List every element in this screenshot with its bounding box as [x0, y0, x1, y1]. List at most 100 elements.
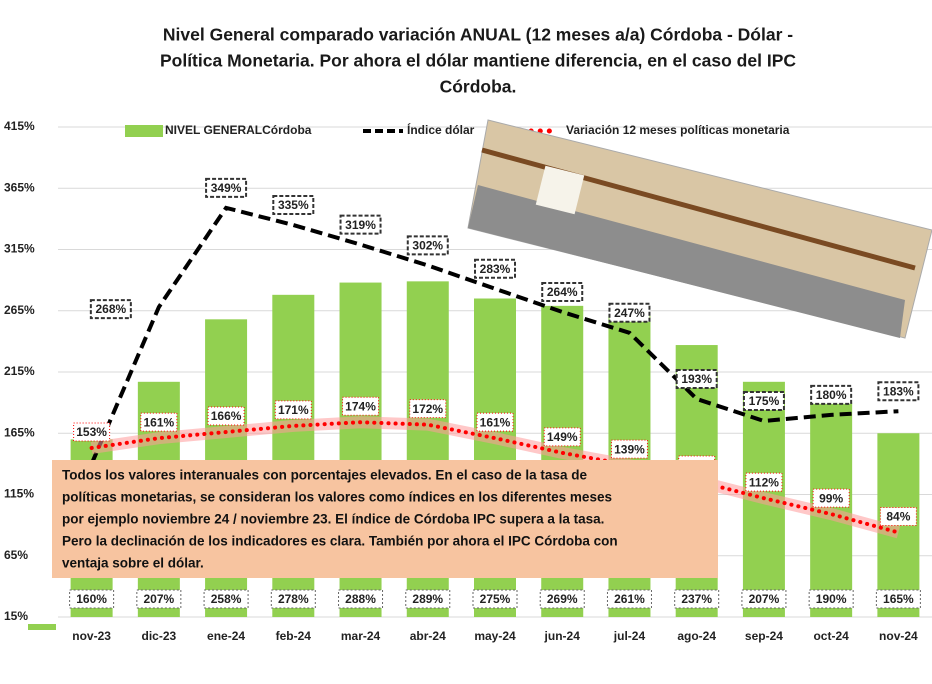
rate-value-label-box [543, 427, 581, 447]
dollar-value-label-box [205, 177, 248, 198]
bar-value-label-box [875, 589, 921, 609]
x-tick-label: sep-24 [745, 629, 783, 643]
rate-value-label-box [207, 406, 245, 426]
dollar-value-label-box [474, 258, 516, 279]
dollar-value-label-box [89, 299, 132, 320]
bar-value-label-box [405, 589, 451, 609]
dollar-value-label-box [406, 235, 449, 256]
rate-value-label: 112% [749, 475, 779, 489]
rate-value-label-box [812, 488, 850, 508]
bar-value-label-box [270, 589, 316, 609]
bar-value-label-box [808, 589, 854, 609]
annotation-line: Todos los valores interanuales con porce… [62, 468, 587, 483]
rate-value-label: 166% [211, 409, 242, 423]
x-tick-label: nov-23 [72, 629, 111, 643]
dollar-value-label: 319% [345, 218, 376, 232]
rate-value-label-box [879, 506, 917, 526]
y-tick-label: 165% [4, 425, 35, 439]
x-tick-label: oct-24 [813, 629, 849, 643]
x-tick-label: abr-24 [410, 629, 446, 643]
x-tick-label: nov-24 [879, 629, 918, 643]
bar-value-label: 190% [816, 592, 847, 606]
dollar-value-label: 268% [95, 302, 126, 316]
bar-value-label: 160% [76, 592, 107, 606]
bar-value-label-box [606, 589, 652, 609]
dollar-value-label: 302% [412, 239, 443, 253]
legend: NIVEL GENERALCórdoba Índice dólar Variació… [125, 122, 790, 137]
rate-value-label-box [409, 399, 447, 419]
bar-value-label: 207% [749, 592, 780, 606]
x-tick-label: dic-23 [142, 629, 177, 643]
bar-value-label-box [472, 589, 518, 609]
x-tick-label: ago-24 [677, 629, 716, 643]
bar-value-label-box [674, 589, 720, 609]
y-tick-label: 415% [4, 119, 35, 133]
y-tick-label: 315% [4, 242, 35, 256]
y-tick-label: 65% [4, 548, 28, 562]
bar-value-label-box [69, 589, 115, 609]
rate-value-label: 139% [614, 442, 645, 456]
dollar-value-label-box [608, 302, 651, 323]
chart-title: Nivel General comparado variación ANUAL … [163, 25, 793, 45]
dollar-value-label: 183% [883, 384, 914, 398]
x-tick-label: jun-24 [544, 629, 581, 643]
rate-value-label: 171% [278, 403, 309, 417]
x-tick-label: jul-24 [613, 629, 646, 643]
dollar-value-label: 283% [480, 262, 511, 276]
annotation-line: políticas monetarias, se consideran los … [62, 490, 612, 505]
chart-title: Política Monetaria. Por ahora el dólar m… [160, 51, 796, 71]
bar-value-label-box [539, 589, 585, 609]
dollar-value-label: 335% [278, 198, 309, 212]
line [89, 420, 901, 535]
annotation-line: Pero la declinación de los indicadores e… [62, 534, 618, 549]
legend-swatch [125, 125, 163, 137]
rate-value-label-box [476, 412, 514, 432]
legend-label: NIVEL GENERALCórdoba [165, 123, 312, 137]
bar-value-label: 288% [345, 592, 376, 606]
dollar-value-label: 247% [614, 306, 645, 320]
dollar-value-label-box [541, 281, 584, 302]
rate-value-label-box [745, 472, 783, 492]
dollar-value-label: 193% [681, 372, 712, 386]
bar-value-label: 237% [681, 592, 712, 606]
chart-title: Córdoba. [440, 77, 517, 97]
dollar-value-label: 264% [547, 285, 578, 299]
x-tick-label: mar-24 [341, 629, 381, 643]
x-tick-label: ene-24 [207, 629, 245, 643]
dollar-value-label: 175% [749, 394, 780, 408]
dollar-value-label-box [339, 214, 382, 235]
bar-value-label: 261% [614, 592, 645, 606]
bar-value-label: 278% [278, 592, 309, 606]
dollar-value-label-box [877, 381, 920, 402]
y-tick-label: 215% [4, 364, 35, 378]
bar-value-label-box [338, 589, 384, 609]
legend-label: Variación 12 meses políticas monetaria [566, 123, 790, 137]
rate-value-label-box [73, 422, 111, 442]
annotation-line: ventaja sobre el dólar. [62, 556, 204, 571]
y-tick-label: 265% [4, 303, 35, 317]
dollar-value-label-box [675, 368, 718, 389]
rate-value-label: 149% [547, 430, 578, 444]
rate-value-label: 172% [412, 402, 443, 416]
x-tick-label: may-24 [474, 629, 516, 643]
rate-value-label: 84% [886, 510, 910, 524]
rate-value-label: 161% [480, 415, 511, 429]
photo [467, 119, 932, 339]
bar-value-label: 165% [883, 592, 914, 606]
dollar-value-label: 180% [816, 388, 847, 402]
rate-value-label-box [274, 400, 312, 420]
dollar-value-label: 349% [211, 181, 242, 195]
y-tick-label: 115% [4, 487, 34, 501]
rate-value-label-box [342, 396, 380, 416]
annotation: Todos los valores interanuales con porce… [62, 468, 618, 571]
bar-value-label: 269% [547, 592, 578, 606]
y-tick-label: 365% [4, 180, 35, 194]
annotation-line: por ejemplo noviembre 24 / noviembre 23.… [62, 512, 604, 527]
dollar-value-label-box [810, 384, 853, 405]
line [89, 205, 899, 465]
x-tick-label: feb-24 [276, 629, 312, 643]
bar-value-label-box [136, 589, 182, 609]
bar-value-label-box [203, 589, 249, 609]
annotation-box [52, 460, 718, 578]
bar-value-label: 275% [480, 592, 511, 606]
